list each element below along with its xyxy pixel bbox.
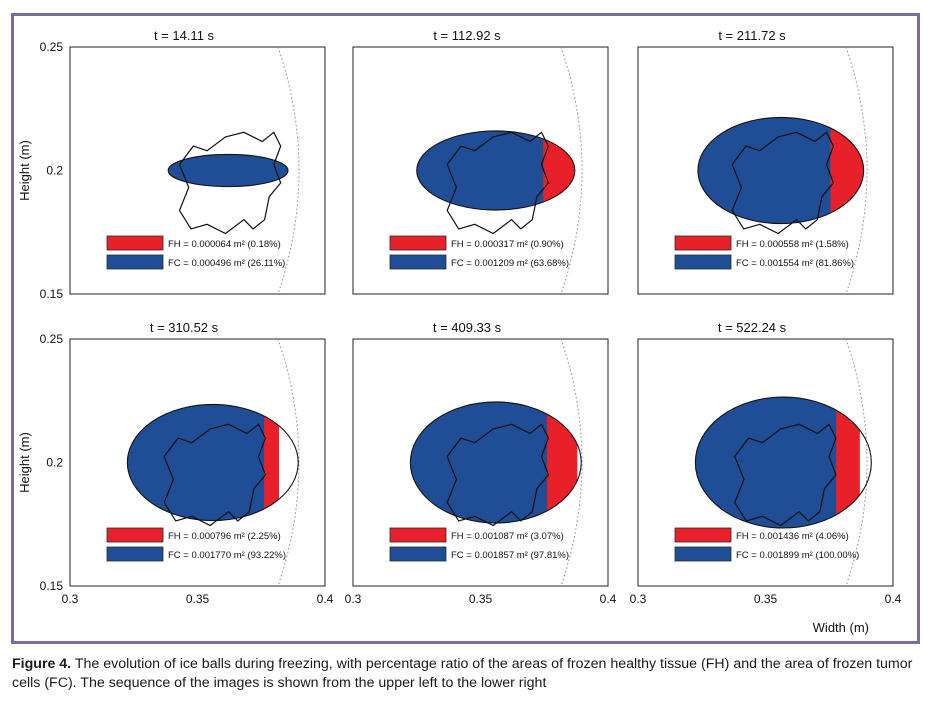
panel-2: t = 112.92 s FH = 0.000317 m² (0.90%) FC =… (352, 28, 609, 295)
panel-title: t = 112.92 s (433, 28, 501, 43)
domain-boundary (560, 46, 583, 295)
legend-swatch-fh (106, 235, 164, 251)
legend-label-fh: FH = 0.001436 m² (4.06%) (736, 531, 849, 542)
x-tick-label: 0.35 (754, 592, 778, 606)
x-tick-label: 0.4 (317, 592, 334, 606)
figure-panels: t = 14.11 s FH = 0.000064 m² (0.18%) FC = … (17, 28, 902, 635)
legend-label-fc: FC = 0.001554 m² (81.86%) (736, 258, 854, 269)
panel-5: t = 409.33 s FH = 0.001087 m² (3.07%) FC =… (345, 320, 617, 606)
legend-label-fh: FH = 0.000796 m² (2.25%) (168, 531, 281, 542)
x-tick-label: 0.4 (885, 592, 902, 606)
x-tick-label: 0.35 (469, 592, 493, 606)
legend-label-fh: FH = 0.001087 m² (3.07%) (451, 531, 564, 542)
legend-swatch-fh (389, 527, 447, 543)
tumor-contour (734, 423, 837, 527)
frozen-tumor-area (168, 154, 289, 187)
x-tick-label: 0.3 (630, 592, 647, 606)
panel-3: t = 211.72 s FH = 0.000558 m² (1.58%) FC =… (637, 28, 894, 295)
legend-swatch-fc (106, 254, 164, 270)
domain-boundary (845, 46, 868, 295)
y-tick-label: 0.15 (40, 287, 64, 301)
frozen-tumor-area (410, 401, 548, 524)
legend-label-fc: FC = 0.000496 m² (26.11%) (168, 258, 285, 269)
legend-swatch-fc (106, 546, 164, 562)
x-tick-label: 0.4 (600, 592, 617, 606)
y-tick-label: 0.25 (40, 332, 64, 346)
legend-label-fh: FH = 0.000317 m² (0.90%) (451, 239, 564, 250)
figure-caption: Figure 4. The evolution of ice balls dur… (12, 655, 927, 693)
legend-label-fc: FC = 0.001899 m² (100.00%) (736, 550, 859, 561)
frozen-tumor-area (127, 404, 265, 521)
legend-swatch-fc (674, 254, 732, 270)
tumor-contour (163, 423, 267, 527)
ice-ball-outline (697, 116, 865, 225)
tumor-contour (178, 131, 282, 235)
domain-boundary (845, 338, 868, 587)
domain-boundary (277, 46, 300, 295)
x-axis-label: Width (m) (813, 620, 869, 635)
tumor-contour (446, 131, 550, 235)
legend-swatch-fh (389, 235, 447, 251)
panel-6: t = 522.24 s FH = 0.001436 m² (4.06%) FC =… (630, 320, 902, 606)
ice-ball-outline (167, 153, 289, 188)
legend-swatch-fh (106, 527, 164, 543)
caption-text: The evolution of ice balls during freezi… (12, 656, 913, 691)
y-axis-label: Height (m) (17, 432, 32, 493)
y-tick-label: 0.25 (40, 40, 64, 54)
y-tick-label: 0.2 (46, 164, 63, 178)
frozen-tumor-area (695, 397, 837, 528)
x-tick-label: 0.3 (62, 592, 79, 606)
legend-swatch-fc (389, 254, 447, 270)
domain-boundary (560, 338, 583, 587)
panel-4: t = 310.52 s FH = 0.000796 m² (2.25%) FC =… (17, 320, 334, 606)
ice-ball-outline (126, 403, 299, 522)
legend-label-fc: FC = 0.001209 m² (63.68%) (451, 258, 569, 269)
x-tick-label: 0.35 (186, 592, 210, 606)
ice-ball-outline (694, 396, 872, 529)
legend-label-fh: FH = 0.000064 m² (0.18%) (168, 239, 281, 250)
panel-title: t = 409.33 s (433, 320, 502, 335)
domain-boundary (277, 338, 300, 587)
legend-label-fc: FC = 0.001857 m² (97.81%) (451, 550, 569, 561)
ice-ball-outline (416, 130, 576, 211)
legend-swatch-fh (674, 235, 732, 251)
y-tick-label: 0.15 (40, 579, 64, 593)
legend-swatch-fc (389, 546, 447, 562)
panel-title: t = 211.72 s (718, 28, 786, 43)
legend-swatch-fc (674, 546, 732, 562)
legend-swatch-fh (674, 527, 732, 543)
caption-label: Figure 4. (12, 656, 72, 672)
panel-title: t = 522.24 s (718, 320, 787, 335)
y-axis-label: Height (m) (17, 140, 32, 201)
x-tick-label: 0.3 (345, 592, 362, 606)
panel-title: t = 14.11 s (154, 28, 215, 43)
panel-1: t = 14.11 s FH = 0.000064 m² (0.18%) FC = … (17, 28, 326, 301)
panel-title: t = 310.52 s (150, 320, 219, 335)
tumor-contour (731, 131, 835, 235)
y-tick-label: 0.2 (46, 456, 63, 470)
frozen-tumor-area (697, 117, 831, 224)
legend-label-fh: FH = 0.000558 m² (1.58%) (736, 239, 849, 250)
tumor-contour (446, 423, 550, 527)
legend-label-fc: FC = 0.001770 m² (93.22%) (168, 550, 286, 561)
